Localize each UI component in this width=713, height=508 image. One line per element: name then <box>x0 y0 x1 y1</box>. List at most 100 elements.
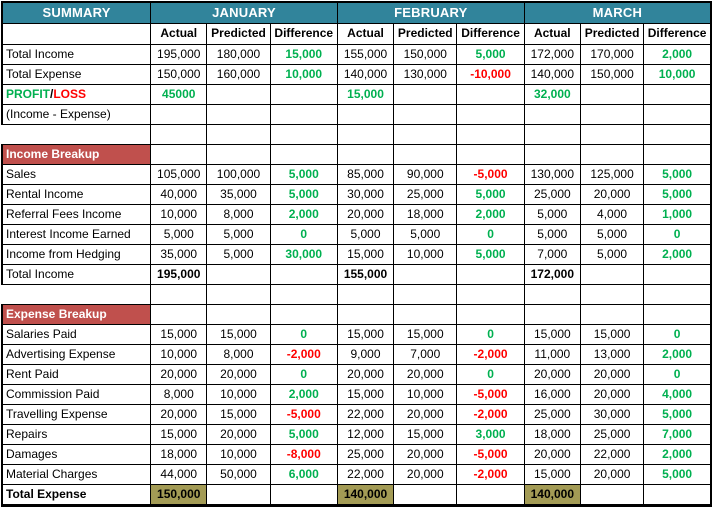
spreadsheet-cell[interactable] <box>206 143 271 165</box>
difference-value-cell[interactable]: 0 <box>643 323 712 345</box>
predicted-value-cell[interactable]: 15,000 <box>579 323 645 345</box>
predicted-value-cell[interactable]: 5,000 <box>579 243 645 265</box>
spreadsheet-cell[interactable] <box>579 483 645 506</box>
difference-value-cell[interactable]: -2,000 <box>456 343 525 365</box>
spreadsheet-cell[interactable] <box>393 143 458 165</box>
spreadsheet-cell[interactable] <box>150 283 208 305</box>
actual-value-cell[interactable]: 5,000 <box>336 223 395 245</box>
spreadsheet-cell[interactable] <box>2 283 152 305</box>
predicted-value-cell[interactable]: 20,000 <box>579 183 645 205</box>
actual-value-cell[interactable]: 20,000 <box>150 403 208 425</box>
difference-value-cell[interactable]: 5,000 <box>643 163 712 185</box>
predicted-value-cell[interactable]: 30,000 <box>579 403 645 425</box>
profit-value-cell[interactable]: 32,000 <box>523 83 581 105</box>
spreadsheet-cell[interactable] <box>643 483 712 506</box>
difference-value-cell[interactable]: 30,000 <box>269 243 338 265</box>
difference-value-cell[interactable]: -5,000 <box>456 163 525 185</box>
predicted-value-cell[interactable]: 180,000 <box>206 43 271 65</box>
difference-value-cell[interactable]: 2,000 <box>269 203 338 225</box>
total-value-cell[interactable]: 195,000 <box>150 263 208 285</box>
difference-value-cell[interactable]: 0 <box>643 223 712 245</box>
spreadsheet-cell[interactable] <box>206 283 271 305</box>
difference-value-cell[interactable]: 2,000 <box>269 383 338 405</box>
row-label-cell[interactable]: Rental Income <box>1 183 152 205</box>
spreadsheet-cell[interactable] <box>523 283 581 305</box>
difference-value-cell[interactable]: 0 <box>269 363 338 385</box>
actual-value-cell[interactable]: 44,000 <box>150 463 208 485</box>
actual-value-cell[interactable]: 22,000 <box>336 403 395 425</box>
spreadsheet-cell[interactable] <box>206 263 271 285</box>
actual-value-cell[interactable]: 15,000 <box>523 463 581 485</box>
difference-value-cell[interactable]: -5,000 <box>456 443 525 465</box>
spreadsheet-cell[interactable] <box>456 483 525 506</box>
actual-value-cell[interactable]: 35,000 <box>150 243 208 265</box>
spreadsheet-cell[interactable] <box>336 303 395 325</box>
predicted-value-cell[interactable]: 20,000 <box>393 463 458 485</box>
actual-value-cell[interactable]: 30,000 <box>336 183 395 205</box>
predicted-value-cell[interactable]: 10,000 <box>206 383 271 405</box>
actual-value-cell[interactable] <box>523 103 581 125</box>
spreadsheet-cell[interactable] <box>336 123 395 145</box>
predicted-value-cell[interactable]: 5,000 <box>206 223 271 245</box>
predicted-value-cell[interactable]: 15,000 <box>206 403 271 425</box>
spreadsheet-cell[interactable] <box>456 143 525 165</box>
actual-value-cell[interactable]: 7,000 <box>523 243 581 265</box>
predicted-value-cell[interactable]: 35,000 <box>206 183 271 205</box>
actual-value-cell[interactable]: 18,000 <box>523 423 581 445</box>
predicted-value-cell[interactable]: 25,000 <box>579 423 645 445</box>
actual-value-cell[interactable]: 25,000 <box>523 403 581 425</box>
actual-value-cell[interactable]: 22,000 <box>336 463 395 485</box>
spreadsheet-cell[interactable] <box>269 263 338 285</box>
actual-value-cell[interactable]: 5,000 <box>150 223 208 245</box>
spreadsheet-cell[interactable] <box>150 143 208 165</box>
predicted-value-cell[interactable]: 20,000 <box>393 363 458 385</box>
difference-value-cell[interactable]: 1,000 <box>643 203 712 225</box>
profit-loss-label-cell[interactable]: PROFIT/LOSS <box>1 83 152 105</box>
spreadsheet-cell[interactable] <box>523 143 581 165</box>
difference-value-cell[interactable]: 0 <box>456 323 525 345</box>
row-label-cell[interactable]: Referral Fees Income <box>1 203 152 225</box>
column-header-actual-january[interactable]: Actual <box>150 22 208 45</box>
actual-value-cell[interactable]: 25,000 <box>523 183 581 205</box>
spreadsheet-cell[interactable] <box>643 83 712 105</box>
spreadsheet-cell[interactable] <box>336 283 395 305</box>
predicted-value-cell[interactable]: 130,000 <box>393 63 458 85</box>
difference-value-cell[interactable]: -2,000 <box>269 343 338 365</box>
predicted-value-cell[interactable]: 5,000 <box>393 223 458 245</box>
predicted-value-cell[interactable]: 8,000 <box>206 343 271 365</box>
total-value-cell[interactable]: 140,000 <box>523 483 581 506</box>
spreadsheet-cell[interactable] <box>579 263 645 285</box>
total-value-cell[interactable]: 150,000 <box>150 483 208 506</box>
predicted-value-cell[interactable]: 10,000 <box>393 383 458 405</box>
spreadsheet-cell[interactable] <box>579 283 645 305</box>
spreadsheet-cell[interactable] <box>643 303 712 325</box>
actual-value-cell[interactable]: 11,000 <box>523 343 581 365</box>
difference-value-cell[interactable]: -8,000 <box>269 443 338 465</box>
total-value-cell[interactable]: 155,000 <box>336 263 395 285</box>
spreadsheet-cell[interactable] <box>393 123 458 145</box>
predicted-value-cell[interactable]: 5,000 <box>579 223 645 245</box>
spreadsheet-cell[interactable] <box>393 83 458 105</box>
row-label-cell[interactable]: Total Expense <box>1 63 152 85</box>
actual-value-cell[interactable]: 20,000 <box>523 363 581 385</box>
row-label-cell[interactable]: Interest Income Earned <box>1 223 152 245</box>
actual-value-cell[interactable]: 16,000 <box>523 383 581 405</box>
actual-value-cell[interactable]: 130,000 <box>523 163 581 185</box>
actual-value-cell[interactable]: 15,000 <box>336 243 395 265</box>
spreadsheet-cell[interactable] <box>579 123 645 145</box>
actual-value-cell[interactable]: 15,000 <box>523 323 581 345</box>
predicted-value-cell[interactable]: 125,000 <box>579 163 645 185</box>
actual-value-cell[interactable]: 9,000 <box>336 343 395 365</box>
predicted-value-cell[interactable]: 20,000 <box>393 403 458 425</box>
difference-value-cell[interactable]: 2,000 <box>456 203 525 225</box>
row-label-cell[interactable]: Damages <box>1 443 152 465</box>
actual-value-cell[interactable]: 25,000 <box>336 443 395 465</box>
predicted-value-cell[interactable]: 100,000 <box>206 163 271 185</box>
actual-value-cell[interactable]: 12,000 <box>336 423 395 445</box>
difference-value-cell[interactable]: 10,000 <box>643 63 712 85</box>
difference-value-cell[interactable]: 5,000 <box>269 423 338 445</box>
sub-header-empty-cell[interactable] <box>1 22 152 45</box>
spreadsheet-cell[interactable] <box>269 83 338 105</box>
column-header-actual-march[interactable]: Actual <box>523 22 581 45</box>
spreadsheet-cell[interactable] <box>150 123 208 145</box>
